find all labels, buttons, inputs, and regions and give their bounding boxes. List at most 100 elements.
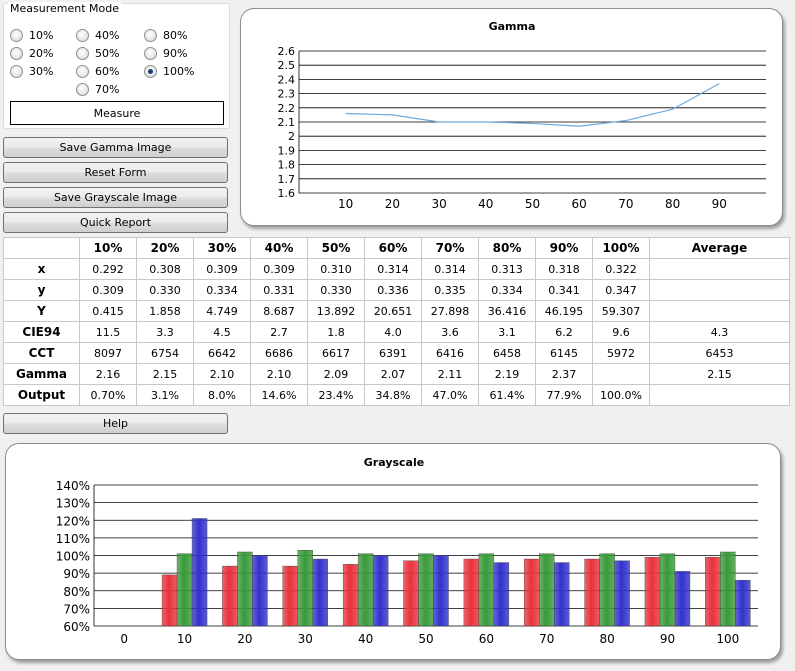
radio-circle-icon	[76, 46, 89, 60]
table-cell: 0.347	[592, 279, 650, 301]
table-cell: 1.858	[136, 300, 194, 322]
radio-10-percent[interactable]: 10%	[10, 28, 53, 42]
column-header: 70%	[421, 237, 479, 259]
table-cell: 23.4%	[307, 384, 365, 406]
radio-circle-icon	[10, 64, 23, 78]
radio-30-percent[interactable]: 30%	[10, 64, 53, 78]
grayscale-bar	[161, 574, 178, 627]
row-header: Y	[3, 300, 80, 322]
radio-circle-icon	[10, 28, 23, 42]
gamma-y-tick-label: 2.6	[278, 45, 296, 58]
table-cell: 2.16	[79, 363, 137, 385]
radio-20-percent[interactable]: 20%	[10, 46, 53, 60]
table-cell: 0.70%	[79, 384, 137, 406]
grayscale-x-tick-label: 70	[539, 632, 554, 646]
grayscale-bar	[584, 558, 600, 627]
grayscale-bar	[191, 518, 208, 627]
radio-label: 50%	[95, 46, 120, 60]
table-cell: 0.314	[421, 258, 479, 280]
radio-label: 10%	[29, 28, 54, 42]
table-cell: 0.314	[364, 258, 422, 280]
table-cell: 3.6	[421, 321, 479, 343]
grayscale-y-tick-label: 70%	[63, 602, 90, 616]
table-cell: 2.15	[649, 363, 790, 385]
radio-circle-icon	[144, 28, 157, 42]
grayscale-x-tick-label: 20	[237, 632, 252, 646]
reset-form-button[interactable]: Reset Form	[3, 162, 228, 183]
grayscale-x-tick-label: 100	[716, 632, 739, 646]
radio-70-percent[interactable]: 70%	[76, 82, 119, 96]
table-cell: 3.3	[136, 321, 194, 343]
gamma-y-tick-label: 1.8	[278, 159, 296, 172]
table-cell: 6145	[535, 342, 593, 364]
table-cell: 0.330	[136, 279, 194, 301]
row-header: x	[3, 258, 80, 280]
table-cell: 0.310	[307, 258, 365, 280]
grayscale-bar	[418, 553, 434, 627]
radio-80-percent[interactable]: 80%	[144, 28, 187, 42]
table-cell: 4.749	[193, 300, 251, 322]
save-grayscale-image-button[interactable]: Save Grayscale Image	[3, 187, 228, 208]
radio-label: 80%	[163, 28, 188, 42]
radio-60-percent[interactable]: 60%	[76, 64, 119, 78]
grayscale-bar	[342, 564, 359, 627]
table-cell: 6458	[478, 342, 536, 364]
radio-circle-icon	[76, 82, 89, 96]
radio-40-percent[interactable]: 40%	[76, 28, 119, 42]
table-cell: 3.1%	[136, 384, 194, 406]
help-button[interactable]: Help	[3, 413, 228, 434]
table-cell: 0.318	[535, 258, 593, 280]
grayscale-x-tick-label: 40	[358, 632, 373, 646]
gamma-y-tick-label: 1.6	[278, 187, 296, 200]
table-cell: 5972	[592, 342, 650, 364]
grayscale-bar	[644, 557, 661, 627]
table-corner-cell	[3, 237, 80, 259]
table-cell: 0.330	[307, 279, 365, 301]
table-cell: 0.335	[421, 279, 479, 301]
gamma-x-tick-label: 90	[712, 197, 727, 211]
table-cell: 8097	[79, 342, 137, 364]
table-cell: 0.292	[79, 258, 137, 280]
table-row: CCT 8097 6754 6642 6686 6617 6391 6416 6458 6145 5…	[3, 342, 790, 364]
radio-100-percent[interactable]: 100%	[144, 64, 194, 78]
grayscale-chart-panel: Grayscale 60% 70% 80% 90% 100% 110% 120% 130% 140…	[5, 443, 781, 660]
grayscale-x-tick-label: 50	[418, 632, 433, 646]
table-cell: 6391	[364, 342, 422, 364]
row-header: CCT	[3, 342, 80, 364]
save-gamma-image-button[interactable]: Save Gamma Image	[3, 137, 228, 158]
gamma-y-tick-label: 1.9	[278, 144, 296, 157]
grayscale-y-tick-label: 100%	[56, 550, 90, 564]
grayscale-bar	[312, 558, 328, 627]
grayscale-bar	[252, 555, 268, 627]
grayscale-bar	[372, 555, 389, 627]
grayscale-y-tick-label: 60%	[63, 620, 90, 634]
table-cell: 4.5	[193, 321, 251, 343]
grayscale-x-tick-label: 60	[479, 632, 494, 646]
column-header: 30%	[193, 237, 251, 259]
gamma-x-tick-label: 80	[665, 197, 680, 211]
grayscale-bar	[705, 557, 721, 627]
gamma-y-tick-label: 1.7	[278, 173, 296, 186]
table-cell: 2.37	[535, 363, 593, 385]
radio-50-percent[interactable]: 50%	[76, 46, 119, 60]
grayscale-bar	[524, 558, 540, 627]
gamma-y-tick-label: 2.4	[278, 73, 296, 86]
grayscale-chart-title: Grayscale	[364, 456, 424, 469]
radio-circle-icon	[10, 46, 23, 60]
table-header-row: 10% 20% 30% 40% 50% 60% 70% 80% 90% 100% Average	[3, 237, 790, 259]
table-cell: 6617	[307, 342, 365, 364]
measure-button[interactable]: Measure	[10, 101, 224, 125]
grayscale-bar	[478, 553, 495, 627]
table-cell: 2.7	[250, 321, 308, 343]
radio-label: 40%	[95, 28, 120, 42]
quick-report-button[interactable]: Quick Report	[3, 212, 228, 233]
grayscale-x-tick-label: 0	[120, 632, 128, 646]
radio-90-percent[interactable]: 90%	[144, 46, 187, 60]
measurement-mode-title: Measurement Mode	[8, 2, 121, 15]
table-cell: 6453	[649, 342, 790, 364]
grayscale-x-tick-label: 80	[599, 632, 614, 646]
grayscale-bar	[403, 560, 419, 627]
table-cell: 27.898	[421, 300, 479, 322]
table-cell: 3.1	[478, 321, 536, 343]
table-cell: 0.415	[79, 300, 137, 322]
